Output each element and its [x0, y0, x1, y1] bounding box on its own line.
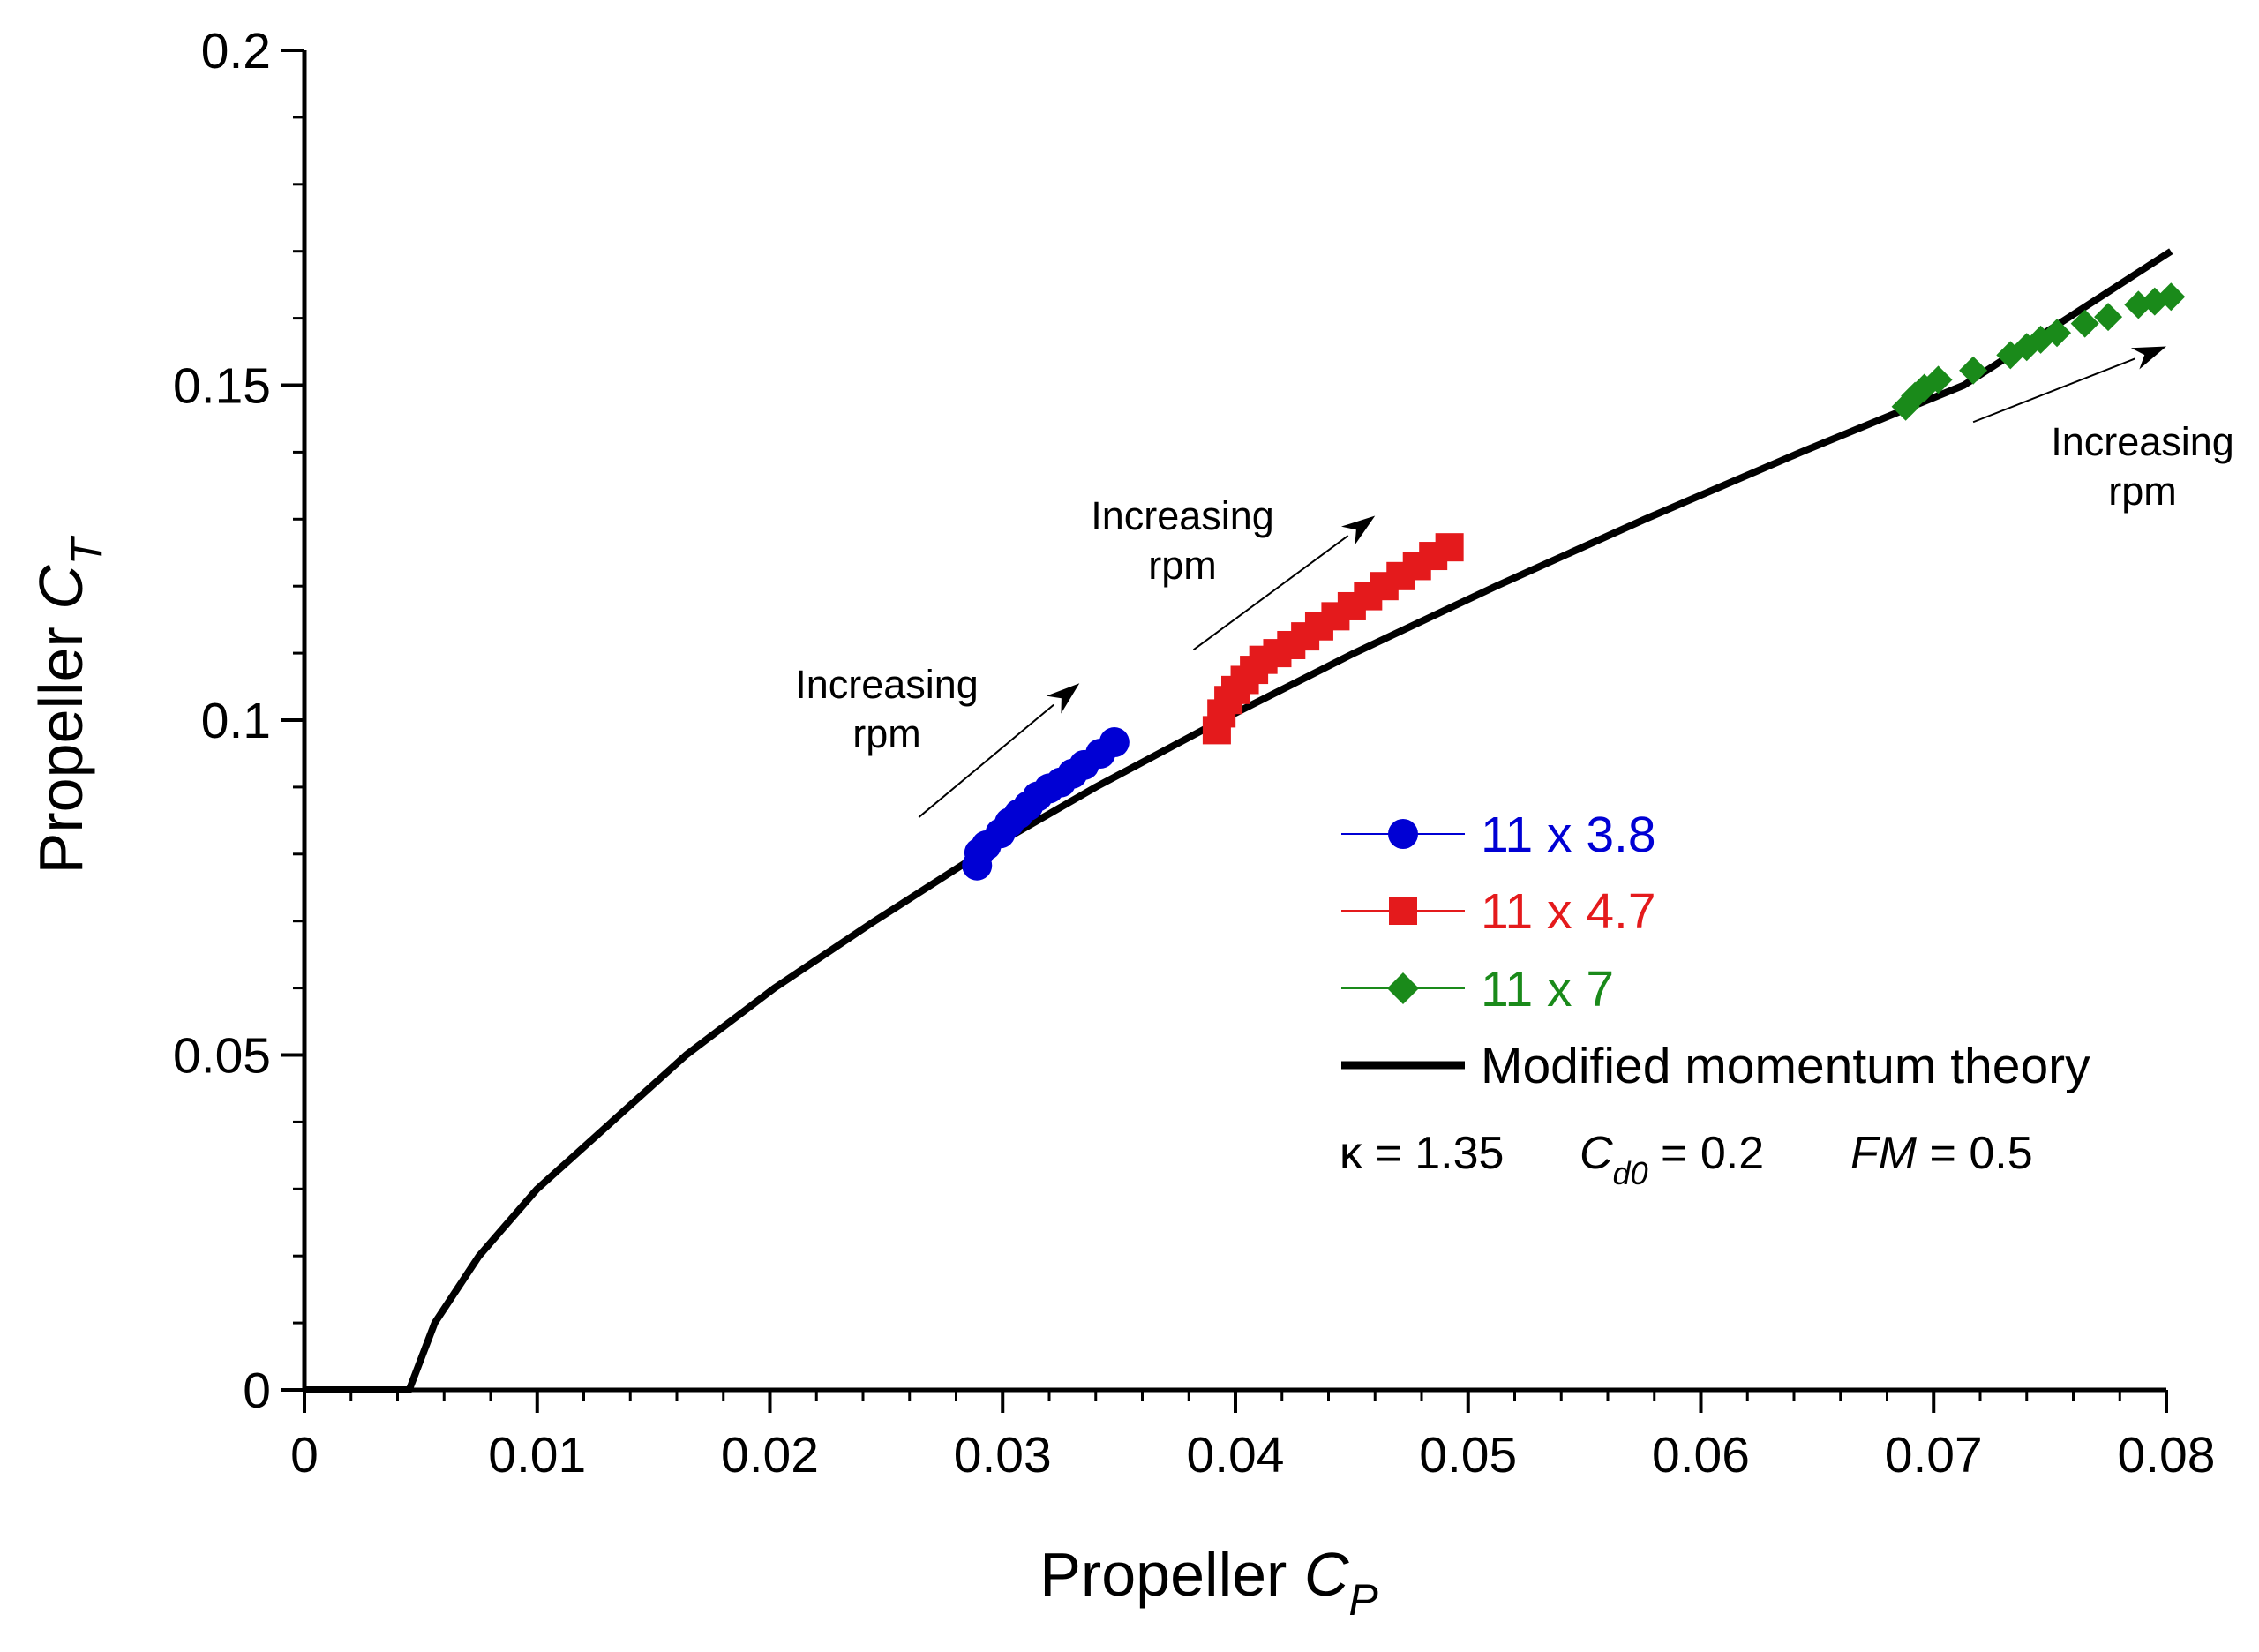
y-tick-label: 0.2 — [201, 23, 271, 79]
parameter-cd0: Cd0 = 0.2 — [1580, 1128, 1764, 1191]
x-tick-label: 0.08 — [2118, 1427, 2216, 1483]
x-tick-label: 0 — [290, 1427, 319, 1483]
annotation-arrow-head — [2130, 346, 2166, 370]
x-tick-label: 0.02 — [721, 1427, 819, 1483]
y-tick-label: 0 — [243, 1363, 271, 1419]
x-tick-label: 0.06 — [1652, 1427, 1750, 1483]
x-tick-label: 0.05 — [1419, 1427, 1517, 1483]
legend-label-4: Modified momentum theory — [1481, 1038, 2090, 1094]
data-point-11x7 — [2043, 319, 2072, 348]
legend-item-1: 11 x 3.8 — [1341, 807, 1656, 863]
annotation-arrow-head — [1046, 683, 1080, 714]
annotation-arrow-shaft — [1972, 357, 2135, 424]
plot-area — [304, 248, 2186, 1393]
annotation-2: Increasing rpm — [1091, 493, 1274, 588]
parameter-fm: FM = 0.5 — [1850, 1128, 2033, 1179]
legend-marker-square — [1389, 897, 1417, 925]
y-tick-label: 0.15 — [173, 358, 271, 415]
parameter-kappa: κ = 1.35 — [1340, 1128, 1504, 1179]
x-axis-title: Propeller CP — [1039, 1540, 1378, 1625]
annotation-3: Increasing rpm — [2051, 419, 2234, 514]
annotation-1: Increasing rpm — [795, 662, 979, 756]
data-point-11x7 — [2157, 282, 2186, 312]
y-tick-label: 0.05 — [173, 1028, 271, 1085]
legend: 11 x 3.8 11 x 4.7 11 x 7 Modified moment… — [1341, 807, 2090, 1094]
data-point-11x7 — [2070, 309, 2099, 338]
legend-label-2: 11 x 4.7 — [1481, 883, 1656, 940]
x-tick-label: 0.07 — [1885, 1427, 1983, 1483]
legend-label-3: 11 x 7 — [1481, 961, 1614, 1017]
x-tick-label: 0.01 — [488, 1427, 586, 1483]
legend-item-2: 11 x 4.7 — [1341, 883, 1656, 940]
data-point-11x4.7 — [1435, 533, 1464, 562]
y-tick-label: 0.1 — [201, 693, 271, 749]
legend-item-4: Modified momentum theory — [1341, 1038, 2090, 1094]
data-point-11x3.8 — [1099, 727, 1130, 758]
axes: 0 0.01 0.02 0.03 0.04 0.05 0.06 0.07 0.08 0 0.05 0.… — [173, 23, 2215, 1483]
annotation-arrow-shaft — [918, 703, 1054, 818]
y-axis-title: Propeller CT — [26, 535, 111, 874]
x-tick-label: 0.03 — [954, 1427, 1052, 1483]
annotation-arrow-shaft — [1192, 535, 1349, 651]
annotation-arrow-head — [1340, 515, 1376, 545]
data-point-11x7 — [1924, 365, 1953, 394]
legend-label-1: 11 x 3.8 — [1481, 807, 1656, 863]
x-tick-label: 0.04 — [1187, 1427, 1285, 1483]
data-point-11x7 — [1959, 356, 1988, 385]
theory-line — [304, 248, 2173, 1393]
legend-marker-diamond — [1387, 972, 1419, 1004]
data-point-11x7 — [2094, 303, 2123, 332]
legend-marker-circle — [1388, 819, 1418, 849]
legend-item-3: 11 x 7 — [1341, 961, 1614, 1017]
